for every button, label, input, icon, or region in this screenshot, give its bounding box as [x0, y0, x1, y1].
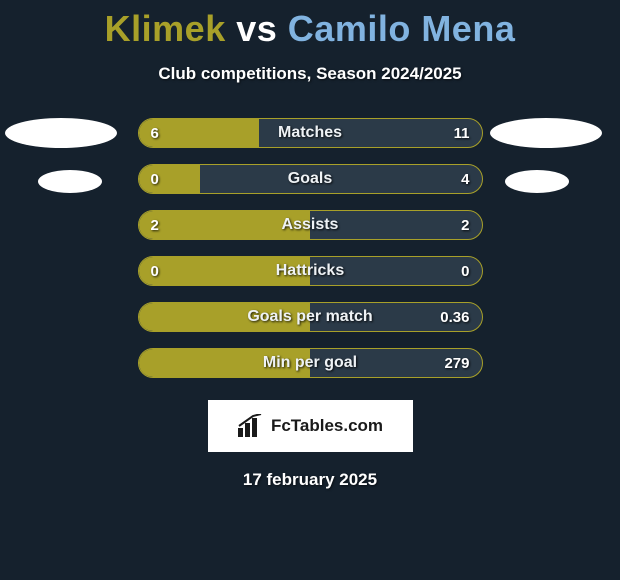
stat-label: Hattricks	[139, 257, 482, 285]
stat-value-right: 0	[461, 257, 469, 285]
stat-bar: 6Matches11	[138, 118, 483, 148]
stat-value-right: 279	[444, 349, 469, 377]
player-placeholder-oval	[490, 118, 602, 148]
subtitle: Club competitions, Season 2024/2025	[0, 64, 620, 84]
player-placeholder-oval	[38, 170, 102, 193]
stat-label: Goals	[139, 165, 482, 193]
fctables-logo-icon	[237, 414, 265, 438]
stat-label: Goals per match	[139, 303, 482, 331]
comparison-arena: 6Matches110Goals42Assists20Hattricks0Goa…	[0, 118, 620, 378]
source-badge: FcTables.com	[208, 400, 413, 452]
stat-value-right: 2	[461, 211, 469, 239]
stat-value-right: 0.36	[440, 303, 469, 331]
vs-text: vs	[236, 8, 277, 49]
stat-bar: Min per goal279	[138, 348, 483, 378]
stat-label: Matches	[139, 119, 482, 147]
snapshot-date: 17 february 2025	[0, 470, 620, 490]
stat-value-right: 11	[454, 119, 470, 147]
stat-label: Min per goal	[139, 349, 482, 377]
player-placeholder-oval	[505, 170, 569, 193]
stat-bar: Goals per match0.36	[138, 302, 483, 332]
stat-bar: 0Goals4	[138, 164, 483, 194]
player2-name: Camilo Mena	[288, 8, 516, 49]
stat-bars: 6Matches110Goals42Assists20Hattricks0Goa…	[138, 118, 483, 378]
stat-bar: 0Hattricks0	[138, 256, 483, 286]
stat-value-right: 4	[461, 165, 469, 193]
source-badge-text: FcTables.com	[271, 416, 383, 436]
player1-name: Klimek	[105, 8, 226, 49]
comparison-title: Klimek vs Camilo Mena	[0, 0, 620, 50]
stat-bar: 2Assists2	[138, 210, 483, 240]
player-placeholder-oval	[5, 118, 117, 148]
stat-label: Assists	[139, 211, 482, 239]
